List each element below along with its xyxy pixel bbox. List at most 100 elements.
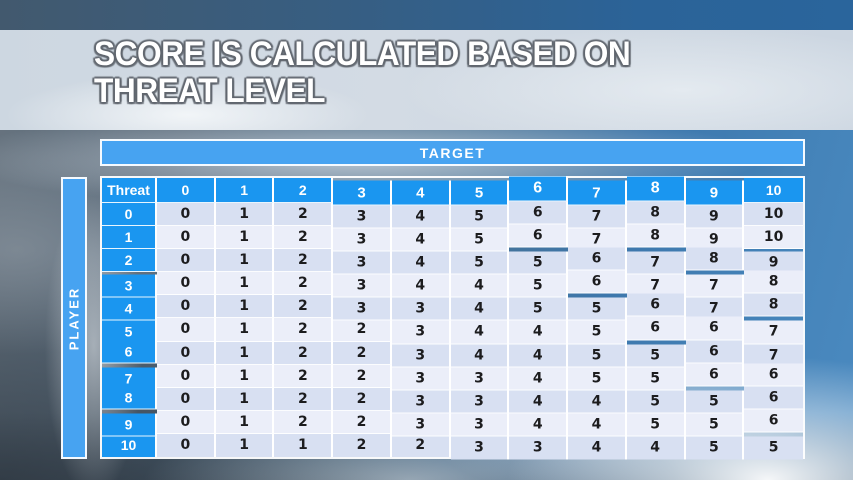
row-header-cell: 10: [102, 433, 157, 457]
score-cell: 4: [509, 344, 569, 368]
score-cell: 1: [274, 433, 334, 457]
score-cell: 5: [568, 367, 627, 391]
score-cell: 0: [157, 295, 216, 319]
row-header-cell: 8: [102, 386, 157, 410]
column-header-cell: 0: [157, 178, 216, 203]
score-cell: 2: [274, 249, 334, 273]
column-header-cell: 3: [333, 180, 392, 206]
score-cell: 10: [744, 226, 803, 250]
score-cell: 6: [568, 270, 627, 294]
column-header-cell: 8: [626, 176, 686, 202]
score-cell: 5: [450, 205, 510, 229]
score-cell: 5: [509, 251, 569, 275]
score-cell: 4: [450, 274, 510, 298]
score-cell: 6: [626, 316, 686, 341]
score-cell: 1: [215, 295, 275, 319]
score-cell: 2: [333, 433, 392, 457]
score-cell: 3: [509, 436, 569, 460]
score-cell: 6: [685, 363, 745, 387]
row-header-cell: 0: [102, 203, 157, 227]
score-cell: 1: [215, 433, 275, 457]
column-header-cell: 10: [744, 178, 803, 203]
score-cell: 9: [685, 205, 745, 229]
score-cell: 1: [215, 341, 275, 365]
score-cell: 3: [391, 413, 451, 437]
score-cell: 3: [450, 390, 510, 414]
score-cell: 5: [568, 344, 627, 368]
score-cell: 3: [333, 274, 392, 298]
score-cell: 2: [333, 387, 392, 411]
score-cell: 7: [568, 205, 627, 229]
score-cell: 4: [450, 344, 510, 368]
score-cell: 5: [450, 228, 510, 252]
score-cell: 4: [450, 297, 510, 321]
score-cell: 1: [215, 410, 275, 434]
target-axis-label: TARGET: [100, 139, 805, 166]
score-cell: 3: [333, 228, 392, 252]
score-cell: 4: [568, 436, 627, 460]
score-cell: 4: [626, 436, 686, 460]
score-cell: 5: [685, 390, 745, 414]
score-cell: 5: [626, 413, 686, 437]
score-cell: 6: [744, 409, 803, 433]
score-cell: 2: [274, 318, 334, 342]
column-header-cell: 2: [274, 178, 334, 203]
score-cell: 1: [215, 226, 275, 250]
score-cell: 8: [626, 224, 686, 248]
score-cell: 3: [391, 344, 451, 368]
score-cell: 0: [157, 272, 216, 296]
score-cell: 1: [215, 272, 275, 296]
score-cell: 3: [391, 390, 451, 414]
score-cell: 2: [274, 203, 334, 227]
score-cell: 4: [450, 320, 510, 345]
score-cell: 6: [685, 316, 745, 341]
score-cell: 4: [509, 413, 569, 437]
score-matrix-table: Threat 0 1 2 3 4 5 6 7 8 9 10 0 0 1 2 3 4 5 6 7 8 9 10 1 0 1 2 3 4 5 6 7…: [100, 176, 805, 460]
score-cell: 3: [333, 297, 392, 321]
score-cell: 4: [391, 274, 451, 298]
score-cell: 2: [274, 226, 334, 250]
score-cell: 4: [509, 390, 569, 414]
score-cell: 7: [744, 320, 803, 345]
score-cell: 2: [333, 318, 392, 342]
score-cell: 2: [274, 364, 334, 388]
score-cell: 4: [391, 251, 451, 275]
score-cell: 2: [274, 295, 334, 319]
score-cell: 6: [685, 340, 745, 364]
score-cell: 2: [333, 341, 392, 365]
score-cell: 0: [157, 318, 216, 342]
score-cell: 5: [685, 436, 745, 460]
score-cell: 6: [744, 386, 803, 410]
score-cell: 8: [744, 270, 803, 294]
score-cell: 4: [568, 413, 627, 437]
score-cell: 4: [509, 320, 569, 345]
score-cell: 5: [744, 436, 803, 460]
score-cell: 4: [391, 205, 451, 229]
score-cell: 6: [626, 293, 686, 317]
score-cell: 0: [157, 433, 216, 457]
row-header-cell: 6: [102, 340, 157, 364]
score-cell: 8: [626, 201, 686, 225]
column-header-cell: 1: [215, 178, 275, 203]
player-axis-text: PLAYER: [66, 286, 82, 350]
score-cell: 3: [391, 297, 451, 321]
score-cell: 6: [509, 224, 569, 248]
row-header-cell: 4: [102, 297, 157, 321]
score-cell: 1: [215, 203, 275, 227]
score-cell: 5: [509, 297, 569, 321]
corner-header-cell: Threat: [102, 178, 157, 203]
score-cell: 10: [744, 203, 803, 227]
column-header-cell: 9: [685, 180, 745, 206]
score-cell: 0: [157, 203, 216, 227]
score-cell: 3: [450, 413, 510, 437]
row-header-cell: 9: [102, 413, 157, 437]
score-cell: 1: [215, 364, 275, 388]
score-cell: 3: [391, 320, 451, 345]
score-cell: 3: [333, 205, 392, 229]
score-cell: 5: [568, 320, 627, 345]
score-cell: 0: [157, 249, 216, 273]
score-cell: 5: [626, 344, 686, 368]
score-cell: 0: [157, 226, 216, 250]
score-cell: 2: [333, 364, 392, 388]
